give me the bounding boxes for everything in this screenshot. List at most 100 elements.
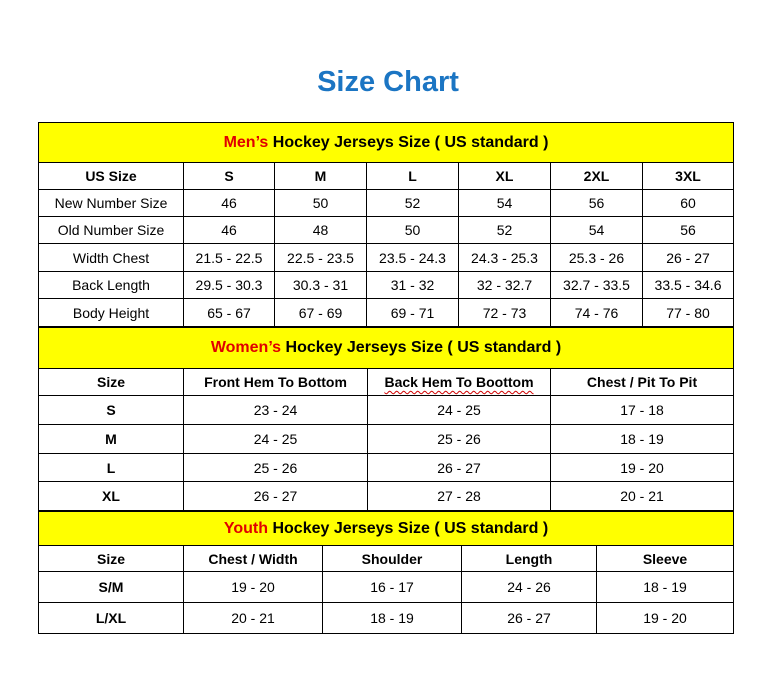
table-cell: 23 - 24 <box>183 395 368 425</box>
womens-heading-rest: Hockey Jerseys Size ( US standard ) <box>281 339 562 356</box>
table-row: Width Chest 21.5 - 22.5 22.5 - 23.5 23.5 - … <box>38 243 735 272</box>
header-cell: XL <box>458 162 551 190</box>
row-label: L/XL <box>38 602 184 634</box>
table-row: S 23 - 24 24 - 25 17 - 18 <box>38 395 735 425</box>
table-cell: 27 - 28 <box>367 481 551 511</box>
womens-heading: Women’s Hockey Jerseys Size ( US standar… <box>37 327 735 369</box>
table-cell: 23.5 - 24.3 <box>366 243 459 272</box>
table-cell: 22.5 - 23.5 <box>274 243 367 272</box>
row-label: New Number Size <box>38 189 184 217</box>
header-cell: 2XL <box>550 162 643 190</box>
mens-heading-rest: Hockey Jerseys Size ( US standard ) <box>268 133 549 151</box>
header-cell: 3XL <box>641 162 735 190</box>
table-cell: 16 - 17 <box>322 571 462 603</box>
table-row: XL 26 - 27 27 - 28 20 - 21 <box>38 481 735 511</box>
mens-table: Men’s Hockey Jerseys Size ( US standard … <box>37 122 735 327</box>
table-cell: 52 <box>458 216 551 244</box>
table-cell: 54 <box>550 216 643 244</box>
table-cell: 31 - 32 <box>366 271 459 299</box>
table-cell: 46 <box>183 189 275 217</box>
row-label: L <box>38 453 184 482</box>
table-cell: 24 - 25 <box>367 395 551 425</box>
table-cell: 18 - 19 <box>322 602 462 634</box>
table-cell: 18 - 19 <box>549 424 735 454</box>
table-cell: 46 <box>183 216 275 244</box>
row-label: Back Length <box>38 271 184 299</box>
table-cell: 26 - 27 <box>641 243 735 272</box>
header-cell: Length <box>461 545 597 572</box>
row-label: XL <box>38 481 184 511</box>
header-cell: Front Hem To Bottom <box>183 368 368 396</box>
mens-header-row: US Size S M L XL 2XL 3XL <box>38 162 735 190</box>
table-cell: 65 - 67 <box>183 298 275 327</box>
header-cell: Size <box>38 368 184 396</box>
womens-table: Women’s Hockey Jerseys Size ( US standar… <box>37 327 735 511</box>
table-row: L/XL 20 - 21 18 - 19 26 - 27 19 - 20 <box>38 602 735 634</box>
table-row: Back Length 29.5 - 30.3 30.3 - 31 31 - 32 32… <box>38 271 735 299</box>
row-label: S <box>38 395 184 425</box>
table-row: M 24 - 25 25 - 26 18 - 19 <box>38 424 735 454</box>
row-label: Body Height <box>38 298 184 327</box>
table-cell: 26 - 27 <box>367 453 551 482</box>
row-label: Width Chest <box>38 243 184 272</box>
table-cell: 19 - 20 <box>183 571 323 603</box>
page-title: Size Chart <box>317 66 459 98</box>
header-cell: Size <box>38 545 184 572</box>
header-cell: Chest / Width <box>183 545 323 572</box>
header-cell: Shoulder <box>322 545 462 572</box>
mens-heading-prefix: Men’s <box>223 133 269 151</box>
table-cell: 19 - 20 <box>549 453 735 482</box>
table-cell: 33.5 - 34.6 <box>641 271 735 299</box>
header-cell: Chest / Pit To Pit <box>549 368 735 396</box>
table-cell: 17 - 18 <box>549 395 735 425</box>
table-cell: 24 - 26 <box>461 571 597 603</box>
header-cell: S <box>183 162 275 190</box>
table-cell: 18 - 19 <box>595 571 735 603</box>
table-cell: 50 <box>274 189 367 217</box>
header-cell: L <box>366 162 459 190</box>
row-label: S/M <box>38 571 184 603</box>
table-row: Body Height 65 - 67 67 - 69 69 - 71 72 - 73 7… <box>38 298 735 327</box>
table-cell: 72 - 73 <box>458 298 551 327</box>
table-cell: 60 <box>641 189 735 217</box>
table-cell: 52 <box>366 189 459 217</box>
table-cell: 67 - 69 <box>274 298 367 327</box>
table-cell: 19 - 20 <box>595 602 735 634</box>
youth-heading-prefix: Youth <box>223 519 269 537</box>
table-cell: 48 <box>274 216 367 244</box>
table-cell: 32 - 32.7 <box>458 271 551 299</box>
header-cell: M <box>274 162 367 190</box>
table-cell: 24 - 25 <box>183 424 368 454</box>
youth-header-row: Size Chest / Width Shoulder Length Sleev… <box>38 545 735 572</box>
table-row: S/M 19 - 20 16 - 17 24 - 26 18 - 19 <box>38 571 735 603</box>
table-row: New Number Size 46 50 52 54 56 60 <box>38 189 735 217</box>
table-cell: 32.7 - 33.5 <box>550 271 643 299</box>
table-cell: 74 - 76 <box>550 298 643 327</box>
table-cell: 20 - 21 <box>183 602 323 634</box>
table-cell: 56 <box>550 189 643 217</box>
table-cell: 25 - 26 <box>183 453 368 482</box>
mens-heading: Men’s Hockey Jerseys Size ( US standard … <box>37 122 735 163</box>
table-cell: 26 - 27 <box>461 602 597 634</box>
table-cell: 56 <box>641 216 735 244</box>
table-cell: 21.5 - 22.5 <box>183 243 275 272</box>
size-chart: Men’s Hockey Jerseys Size ( US standard … <box>37 122 735 634</box>
table-cell: 25 - 26 <box>367 424 551 454</box>
table-cell: 24.3 - 25.3 <box>458 243 551 272</box>
table-cell: 54 <box>458 189 551 217</box>
youth-heading-rest: Hockey Jerseys Size ( US standard ) <box>268 519 549 537</box>
header-cell: Sleeve <box>595 545 735 572</box>
womens-heading-prefix: Women’s <box>210 339 282 356</box>
womens-header-row: Size Front Hem To Bottom Back Hem To Boo… <box>38 368 735 396</box>
table-cell: 26 - 27 <box>183 481 368 511</box>
table-cell: 20 - 21 <box>549 481 735 511</box>
row-label: M <box>38 424 184 454</box>
header-cell: US Size <box>38 162 184 190</box>
table-cell: 30.3 - 31 <box>274 271 367 299</box>
table-cell: 29.5 - 30.3 <box>183 271 275 299</box>
youth-heading: Youth Hockey Jerseys Size ( US standard … <box>37 511 735 546</box>
row-label: Old Number Size <box>38 216 184 244</box>
header-text: Back Hem To Boottom <box>384 374 534 390</box>
table-cell: 50 <box>366 216 459 244</box>
table-cell: 25.3 - 26 <box>550 243 643 272</box>
